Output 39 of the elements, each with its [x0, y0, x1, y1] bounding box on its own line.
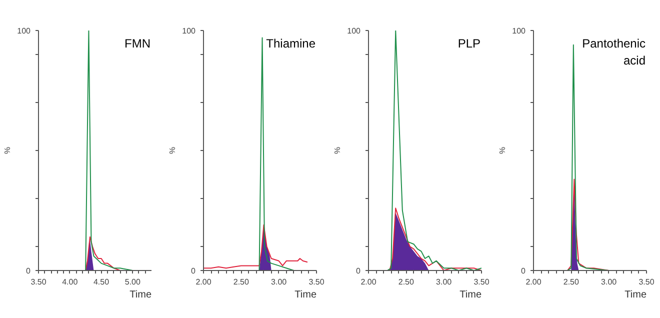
y-tick-label: 100: [182, 26, 196, 36]
x-tick-label: 3.00: [601, 278, 618, 286]
x-tick-label: 3.50: [30, 278, 47, 286]
x-axis-title: Time: [624, 290, 647, 300]
y-tick-label: 0: [521, 266, 526, 276]
y-axis-title: %: [168, 146, 178, 154]
text: FMN: [124, 36, 151, 50]
x-tick-label: 2.00: [196, 278, 212, 286]
y-tick-label: 0: [356, 266, 362, 276]
line-series: [85, 236, 121, 270]
line-series: [204, 224, 308, 269]
x-tick-label: 3.00: [271, 278, 288, 286]
x-tick-label: 3.00: [436, 278, 452, 286]
y-axis-title: %: [3, 146, 12, 154]
text: Pantothenic acid: [582, 36, 646, 68]
x-tick-label: 3.50: [474, 278, 490, 286]
y-tick-label: 100: [17, 26, 32, 36]
x-axis-title: Time: [294, 290, 317, 300]
x-axis-title: Time: [130, 290, 152, 300]
y-tick-label: 100: [512, 26, 526, 36]
x-axis-title: Time: [460, 290, 482, 300]
x-tick-label: 2.50: [563, 278, 580, 286]
x-tick-label: 4.50: [93, 278, 110, 286]
x-tick-label: 2.50: [398, 278, 415, 286]
text: Thiamine: [266, 36, 316, 50]
y-axis-title: %: [333, 146, 342, 154]
text: PLP: [458, 36, 481, 50]
x-tick-label: 5.00: [124, 278, 142, 286]
line-series: [566, 178, 610, 270]
x-tick-label: 2.00: [526, 278, 542, 286]
x-tick-label: 4.00: [62, 278, 78, 286]
y-tick-label: 0: [26, 266, 32, 276]
y-axis-title: %: [498, 146, 508, 154]
y-tick-label: 0: [191, 266, 196, 276]
y-tick-label: 100: [347, 26, 362, 36]
x-tick-label: 3.50: [638, 278, 655, 286]
x-tick-label: 2.50: [233, 278, 250, 286]
x-tick-label: 3.50: [308, 278, 325, 286]
x-tick-label: 2.00: [360, 278, 377, 286]
